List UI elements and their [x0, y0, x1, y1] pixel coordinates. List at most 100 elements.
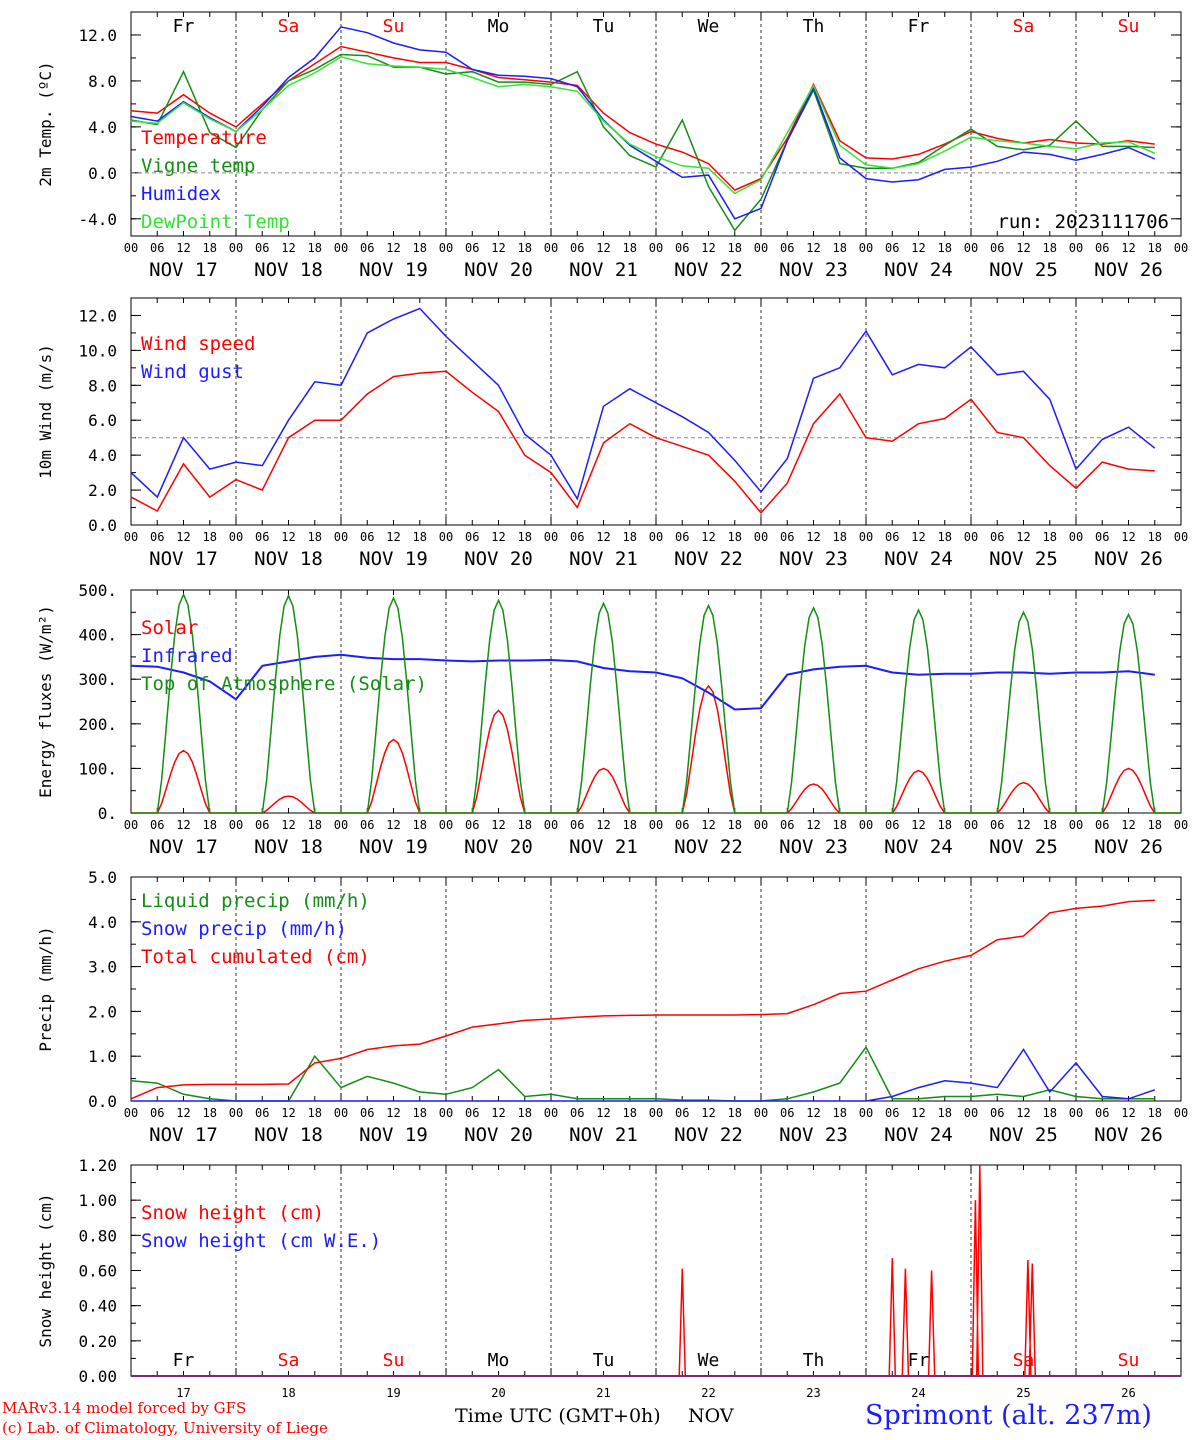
- hour-label: 00: [859, 530, 873, 544]
- panel-2: 0.0 2.0 4.0 6.0 8.0 10.0 12.0 10m Wind (m/s) 00 0…: [36, 297, 1188, 570]
- hour-label: 18: [413, 818, 427, 832]
- day-label: Su: [1118, 1350, 1140, 1371]
- hour-label: 00: [1069, 530, 1083, 544]
- date-label: NOV 25: [989, 1124, 1058, 1146]
- legend-entry: Vigne temp: [141, 155, 255, 177]
- day-label: Sa: [278, 1350, 300, 1371]
- hour-label: 12: [596, 530, 610, 544]
- hour-label: 00: [754, 818, 768, 832]
- hour-label: 18: [203, 818, 217, 832]
- hour-label: 00: [544, 530, 558, 544]
- hour-label: 06: [255, 241, 269, 255]
- date-label: NOV 19: [359, 836, 428, 858]
- series-group: [130, 592, 1181, 814]
- hour-label: 06: [990, 1106, 1004, 1120]
- day-label: Sa: [278, 16, 300, 37]
- hour-label: 06: [675, 1106, 689, 1120]
- hour-label: 00: [124, 241, 138, 255]
- hour-label: 00: [649, 530, 663, 544]
- hour-label: 12: [806, 241, 820, 255]
- panel-5: 0.00 0.20 0.40 0.60 0.80 1.00 1.20 Snow height …: [36, 1156, 1182, 1400]
- day-label: Th: [803, 16, 825, 37]
- hour-label: 12: [596, 1106, 610, 1120]
- day-number: 21: [596, 1386, 610, 1400]
- day-label: Th: [803, 1350, 825, 1371]
- hour-label: 00: [859, 1106, 873, 1120]
- date-label: NOV 23: [779, 836, 848, 858]
- hour-label: 12: [911, 818, 925, 832]
- hour-label: 18: [1148, 241, 1162, 255]
- hour-label: 18: [413, 1106, 427, 1120]
- date-label: NOV 24: [884, 259, 953, 281]
- hour-label: 06: [255, 1106, 269, 1120]
- model-credit: MARv3.14 model forced by GFS: [2, 1399, 247, 1417]
- hour-label: 00: [334, 1106, 348, 1120]
- day-label: Fr: [173, 16, 195, 37]
- hour-label: 18: [938, 818, 952, 832]
- hour-label: 18: [833, 241, 847, 255]
- y-tick-label: 200.: [78, 715, 117, 734]
- legend-entry: Solar: [141, 617, 198, 639]
- series-group: [130, 899, 1156, 1102]
- legend-entry: Snow precip (mm/h): [141, 918, 347, 940]
- hour-label: 06: [255, 530, 269, 544]
- series-group: [130, 307, 1156, 514]
- day-label: Tu: [593, 16, 615, 37]
- hour-label: 12: [176, 241, 190, 255]
- hour-label: 00: [1069, 818, 1083, 832]
- hour-label: 00: [649, 241, 663, 255]
- hour-label: 00: [544, 241, 558, 255]
- hour-label: 12: [491, 530, 505, 544]
- hour-label: 06: [570, 1106, 584, 1120]
- date-label: NOV 23: [779, 1124, 848, 1146]
- hour-label: 12: [701, 1106, 715, 1120]
- date-label: NOV 20: [464, 259, 533, 281]
- y-tick-label: 12.0: [78, 306, 117, 325]
- panel-1: -4.0 0.0 4.0 8.0 12.0 2m Temp. (ºC) Fr Sa Su Mo Tu…: [36, 11, 1188, 281]
- hour-label: 00: [229, 818, 243, 832]
- y-tick-label: 0.: [98, 804, 117, 823]
- hour-label: 18: [623, 818, 637, 832]
- hour-label: 00: [859, 241, 873, 255]
- day-label: Sa: [1013, 16, 1035, 37]
- date-label: NOV 20: [464, 1124, 533, 1146]
- date-label: NOV 19: [359, 1124, 428, 1146]
- date-label: NOV 23: [779, 548, 848, 570]
- hour-label: 18: [623, 1106, 637, 1120]
- hour-label: 00: [964, 241, 978, 255]
- legend-entry: Infrared: [141, 645, 233, 667]
- series-line-1: [130, 370, 1155, 514]
- date-label: NOV 21: [569, 836, 638, 858]
- hour-label: 00: [754, 530, 768, 544]
- hour-label: 06: [885, 1106, 899, 1120]
- hour-label: 18: [203, 1106, 217, 1120]
- day-label: Mo: [488, 16, 510, 37]
- legend-entry: Liquid precip (mm/h): [141, 890, 370, 912]
- series-line-2: [130, 307, 1156, 501]
- hour-label: 06: [990, 530, 1004, 544]
- legend-entry: Snow height (cm): [141, 1202, 324, 1224]
- hour-label: 12: [1016, 1106, 1030, 1120]
- hour-label: 12: [176, 818, 190, 832]
- series-line-1: [130, 45, 1155, 191]
- series-line-4: [130, 55, 1156, 195]
- hour-label: 12: [1121, 818, 1135, 832]
- hour-label: 00: [124, 530, 138, 544]
- date-label: NOV 18: [254, 548, 323, 570]
- date-label: NOV 24: [884, 836, 953, 858]
- hour-label: 18: [308, 818, 322, 832]
- y-tick-label: 0.20: [78, 1332, 117, 1351]
- y-axis-title: 10m Wind (m/s): [36, 344, 55, 479]
- hour-label: 12: [386, 818, 400, 832]
- hour-label: 06: [570, 818, 584, 832]
- hour-label: 18: [728, 1106, 742, 1120]
- month-label: NOV: [688, 1405, 734, 1427]
- y-tick-label: 2.0: [88, 481, 117, 500]
- hour-label: 06: [150, 818, 164, 832]
- y-tick-label: 100.: [78, 759, 117, 778]
- legend-entry: Wind gust: [141, 361, 244, 383]
- hour-label: 12: [911, 241, 925, 255]
- day-number: 20: [491, 1386, 505, 1400]
- hour-label: 06: [675, 241, 689, 255]
